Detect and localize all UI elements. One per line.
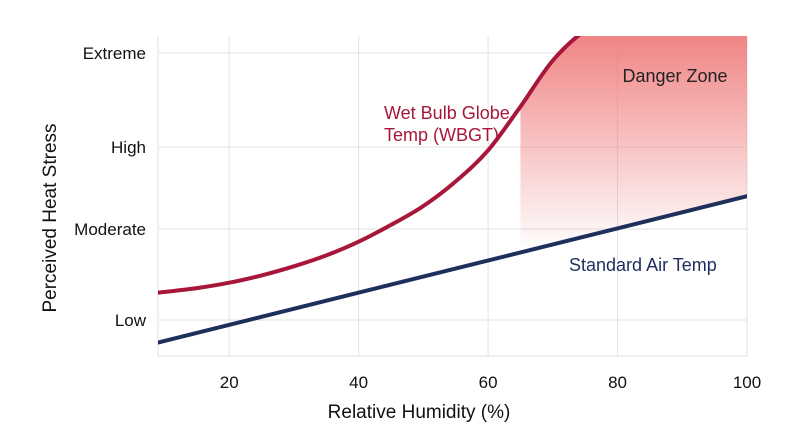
x-tick-label: 20: [220, 373, 239, 392]
y-tick-label: High: [111, 138, 146, 157]
y-tick-label: Low: [115, 311, 147, 330]
series-line-0: [158, 36, 582, 295]
x-tick-label: 60: [479, 373, 498, 392]
x-tick-label: 100: [733, 373, 761, 392]
y-axis-label: Perceived Heat Stress: [40, 123, 61, 312]
x-axis-label: Relative Humidity (%): [328, 402, 511, 423]
x-tick-label: 40: [349, 373, 368, 392]
danger-zone-label: Danger Zone: [622, 66, 727, 86]
wbgt-series-label: Wet Bulb Globe Temp (WBGT): [384, 103, 510, 145]
y-tick-labels: Low Moderate High Extreme: [74, 44, 147, 330]
y-tick-label: Extreme: [83, 44, 146, 63]
series-line-1: [158, 194, 747, 345]
x-tick-labels: 20 40 60 80 100: [220, 373, 761, 392]
y-tick-label: Moderate: [74, 220, 146, 239]
air-temp-series-label: Standard Air Temp: [569, 255, 717, 275]
x-tick-label: 80: [608, 373, 627, 392]
series-lines: [158, 36, 747, 345]
danger-zone-region: [520, 36, 747, 251]
